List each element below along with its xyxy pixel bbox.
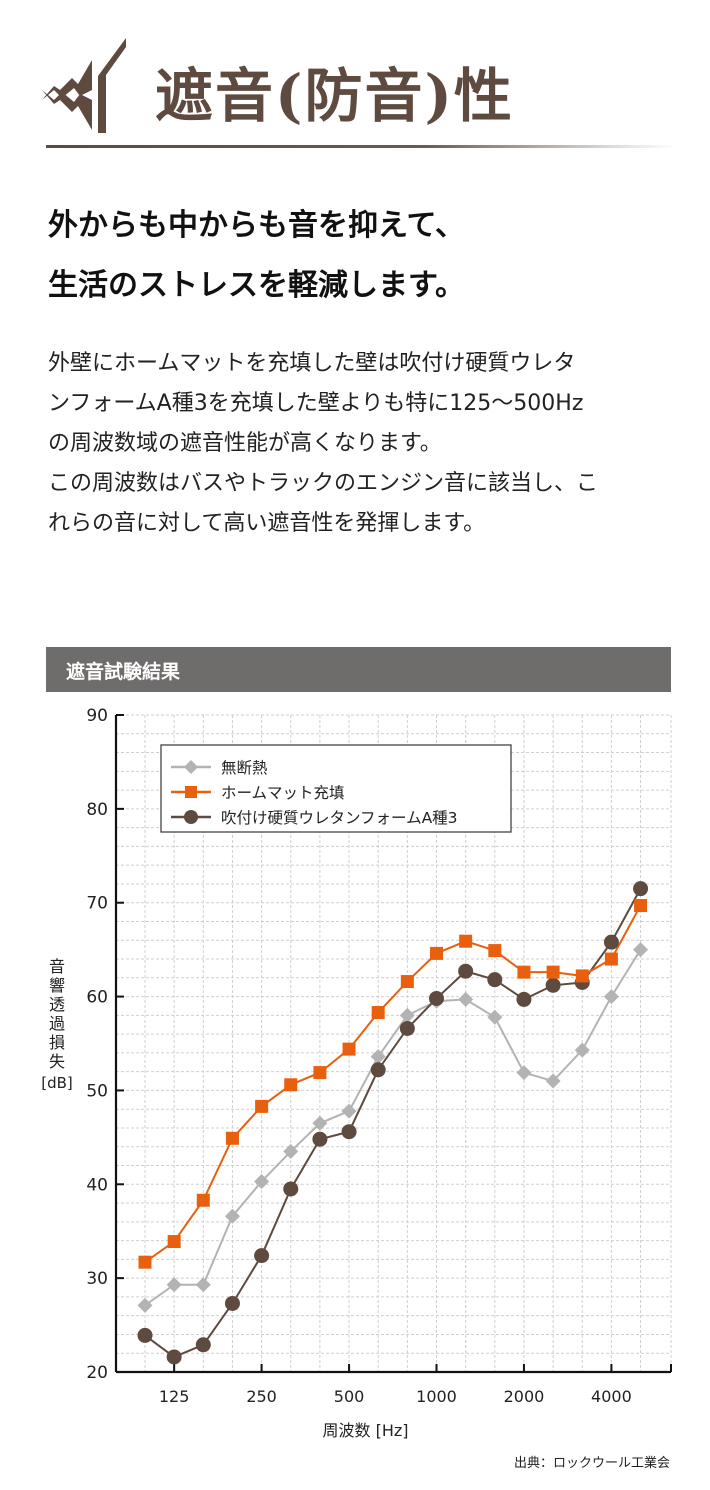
data-point-circle — [283, 1181, 299, 1197]
data-point-square — [255, 1099, 269, 1113]
data-point-square — [546, 965, 560, 979]
y-tick-label: 90 — [86, 706, 108, 726]
lead-line: 生活のストレスを軽減します。 — [48, 268, 465, 303]
data-point-square — [634, 899, 648, 913]
data-point-diamond — [195, 1277, 211, 1293]
description-line: この周波数はバスやトラックのエンジン音に該当し、こ — [48, 471, 599, 496]
lead-line: 外からも中からも音を抑えて、 — [48, 208, 465, 243]
x-tick-label: 4000 — [591, 1387, 632, 1406]
legend-box — [160, 744, 512, 833]
data-point-circle — [487, 972, 503, 988]
title-divider — [46, 145, 676, 148]
data-point-square — [167, 1235, 181, 1249]
data-point-circle — [516, 991, 532, 1007]
sound-barrier-icon — [42, 38, 126, 133]
x-tick-label: 1000 — [416, 1387, 457, 1406]
legend-label: ホームマット充填 — [221, 784, 345, 802]
description-line: の周波数域の遮音性能が高くなります。 — [48, 431, 442, 456]
legend-marker-circle — [184, 810, 198, 824]
data-point-circle — [341, 1124, 357, 1140]
data-point-circle — [399, 1020, 415, 1036]
legend-label: 吹付け硬質ウレタンフォームA種3 — [221, 809, 458, 827]
data-point-diamond — [516, 1065, 532, 1081]
series-line-diamond — [144, 949, 642, 1307]
data-point-circle — [254, 1248, 270, 1264]
description-line: 外壁にホームマットを充填した壁は吹付け硬質ウレタ — [48, 351, 576, 376]
y-axis-label-char: 過 — [49, 1014, 65, 1033]
data-point-square — [225, 1131, 239, 1145]
data-point-circle — [429, 990, 444, 1006]
y-tick-label: 60 — [86, 988, 108, 1008]
x-tick-label: 500 — [334, 1387, 365, 1406]
data-point-square — [575, 969, 589, 983]
data-point-square — [313, 1066, 327, 1080]
data-point-square — [138, 1255, 152, 1269]
data-point-square — [517, 965, 531, 979]
source-credit: 出典：ロックウール工業会 — [513, 1456, 670, 1471]
x-axis-label: 周波数 [Hz] — [322, 1421, 408, 1440]
data-point-diamond — [341, 1103, 357, 1119]
data-point-diamond — [487, 1009, 503, 1025]
data-point-circle — [633, 881, 649, 897]
y-axis-label-unit: [dB] — [41, 1074, 73, 1092]
data-point-circle — [603, 934, 619, 950]
data-point-square — [430, 946, 443, 960]
lead-heading: 外からも中からも音を抑えて、 生活のストレスを軽減します。 — [48, 196, 465, 316]
legend-marker-square — [185, 786, 197, 798]
data-point-square — [459, 934, 473, 948]
data-point-diamond — [370, 1049, 386, 1065]
y-tick-label: 50 — [86, 1081, 108, 1101]
data-point-square — [284, 1078, 298, 1092]
data-point-circle — [312, 1131, 328, 1147]
page-header: 遮音(防音)性 — [0, 0, 710, 160]
y-axis-label-char: 失 — [49, 1052, 65, 1071]
section-title: 遮音試験結果 — [66, 661, 181, 683]
data-point-square — [604, 952, 618, 966]
data-point-diamond — [224, 1208, 240, 1224]
data-point-square — [371, 1006, 385, 1020]
y-tick-label: 40 — [86, 1175, 108, 1195]
data-point-diamond — [633, 942, 649, 958]
data-point-square — [342, 1042, 356, 1056]
legend-label: 無断熱 — [221, 759, 268, 777]
data-point-square — [400, 975, 414, 989]
page-title: 遮音(防音)性 — [155, 62, 514, 130]
data-point-circle — [370, 1062, 386, 1078]
y-axis-label-char: 透 — [49, 995, 65, 1014]
data-point-diamond — [312, 1115, 328, 1131]
data-point-circle — [224, 1295, 240, 1311]
section-title-bar: 遮音試験結果 — [46, 647, 671, 692]
x-tick-label: 250 — [246, 1387, 277, 1406]
data-point-circle — [458, 963, 474, 979]
y-tick-label: 20 — [86, 1363, 108, 1383]
data-point-diamond — [137, 1297, 153, 1313]
y-axis-label-char: 響 — [49, 976, 65, 995]
y-tick-label: 30 — [86, 1269, 108, 1289]
legend-marker-diamond — [184, 760, 198, 774]
sound-transmission-chart: 20 30 40 50 60 70 80 90 125 250 500 1000 2000 4000 周波数… — [41, 706, 672, 1440]
data-point-diamond — [399, 1007, 415, 1023]
data-point-diamond — [458, 991, 474, 1007]
data-point-circle — [195, 1337, 211, 1353]
y-tick-label: 70 — [86, 894, 108, 914]
data-point-diamond — [166, 1277, 182, 1293]
data-point-square — [196, 1193, 210, 1207]
x-tick-label: 125 — [159, 1387, 190, 1406]
data-point-diamond — [254, 1173, 270, 1189]
data-point-circle — [137, 1327, 153, 1343]
description-line: ンフォームA種3を充填した壁よりも特に125～500Hz — [48, 391, 584, 416]
x-tick-label: 2000 — [504, 1387, 545, 1406]
description: 外壁にホームマットを充填した壁は吹付け硬質ウレタ ンフォームA種3を充填した壁よ… — [48, 344, 598, 544]
data-point-square — [488, 944, 502, 958]
data-point-circle — [166, 1349, 182, 1365]
y-axis-label-char: 音 — [49, 957, 65, 976]
y-axis-label-char: 損 — [49, 1033, 65, 1052]
y-tick-label: 80 — [86, 800, 108, 820]
data-point-circle — [545, 977, 561, 993]
data-point-diamond — [545, 1073, 561, 1089]
data-point-diamond — [574, 1042, 590, 1058]
description-line: れらの音に対して高い遮音性を発揮します。 — [48, 511, 486, 536]
data-point-diamond — [283, 1143, 299, 1159]
data-point-diamond — [603, 989, 619, 1005]
